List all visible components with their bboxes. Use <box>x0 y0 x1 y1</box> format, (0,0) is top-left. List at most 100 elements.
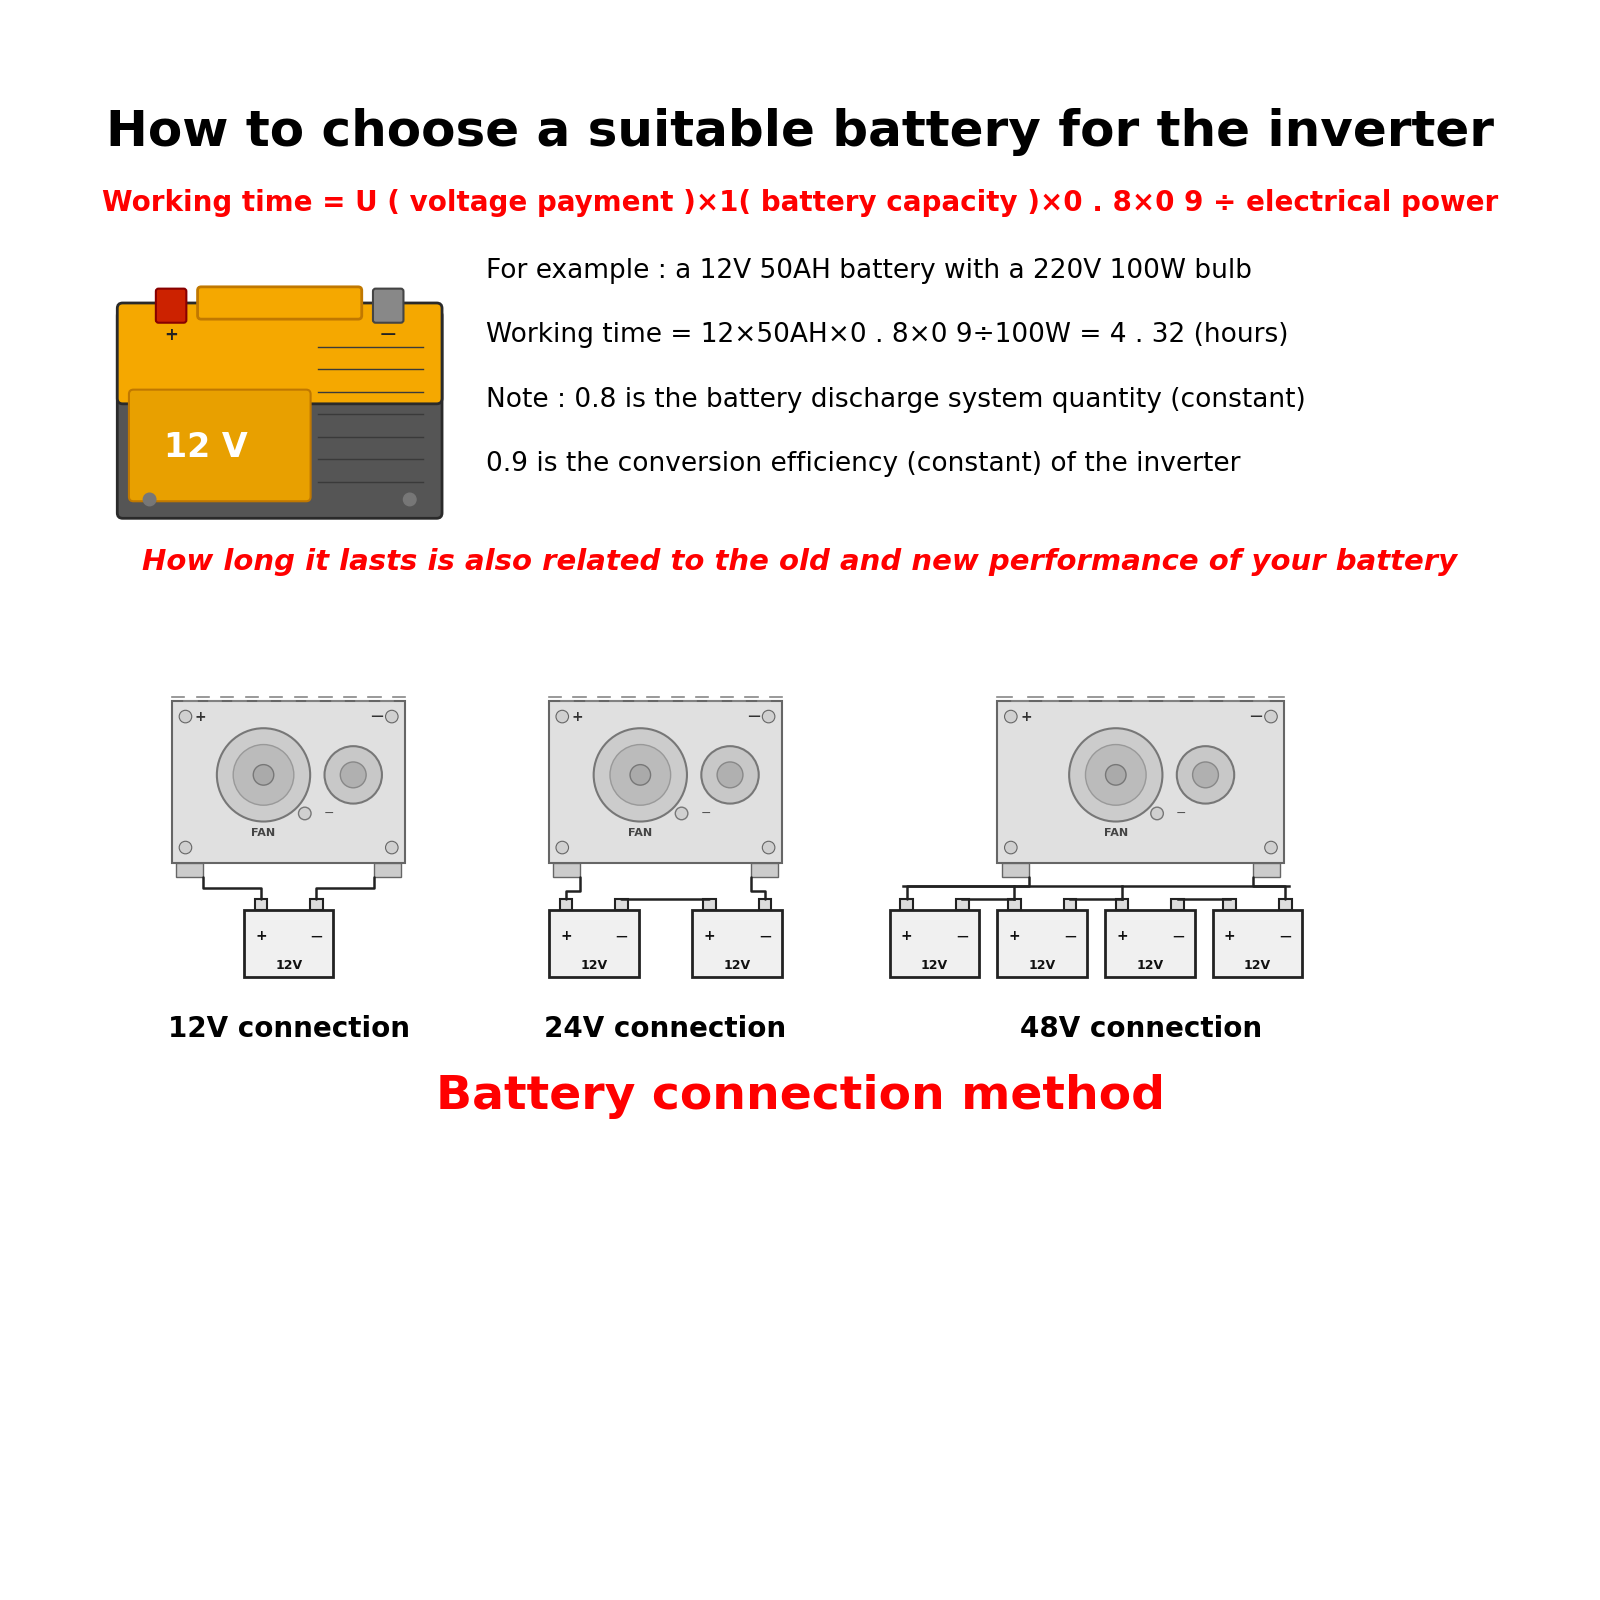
Text: FAN: FAN <box>1104 827 1128 838</box>
Circle shape <box>1069 728 1163 821</box>
Text: For example : a 12V 50AH battery with a 220V 100W bulb: For example : a 12V 50AH battery with a … <box>486 258 1253 283</box>
Circle shape <box>701 746 758 803</box>
Text: +: + <box>704 930 715 944</box>
Text: −: − <box>614 928 629 946</box>
Text: 48V connection: 48V connection <box>1019 1014 1262 1043</box>
Text: 12V: 12V <box>723 958 750 973</box>
Circle shape <box>675 806 688 819</box>
Text: 12V: 12V <box>1243 958 1270 973</box>
Circle shape <box>1192 762 1219 787</box>
Text: −: − <box>1062 928 1077 946</box>
FancyBboxPatch shape <box>554 862 581 877</box>
Circle shape <box>325 746 382 803</box>
Text: +: + <box>254 930 267 944</box>
Text: How long it lasts is also related to the old and new performance of your battery: How long it lasts is also related to the… <box>142 549 1458 576</box>
Text: −: − <box>1248 707 1264 725</box>
Text: 12V: 12V <box>1029 958 1056 973</box>
FancyBboxPatch shape <box>1002 862 1029 877</box>
Text: FAN: FAN <box>251 827 275 838</box>
Text: 12 V: 12 V <box>165 430 248 464</box>
Bar <box>1224 899 1237 910</box>
Bar <box>693 910 782 978</box>
Bar <box>1171 899 1184 910</box>
Text: Note : 0.8 is the battery discharge system quantity (constant): Note : 0.8 is the battery discharge syst… <box>486 387 1306 413</box>
Text: −: − <box>1171 928 1184 946</box>
Bar <box>310 899 323 910</box>
Circle shape <box>1106 765 1126 786</box>
Bar <box>758 899 771 910</box>
Circle shape <box>386 710 398 723</box>
Circle shape <box>218 728 310 821</box>
Text: +: + <box>1117 930 1128 944</box>
Circle shape <box>594 728 686 821</box>
Bar <box>1064 899 1077 910</box>
Circle shape <box>717 762 742 787</box>
Text: 12V: 12V <box>922 958 949 973</box>
Circle shape <box>1085 744 1146 805</box>
Text: −: − <box>1278 928 1293 946</box>
Bar <box>243 910 333 978</box>
FancyBboxPatch shape <box>374 862 400 877</box>
FancyBboxPatch shape <box>155 288 186 323</box>
Circle shape <box>403 493 416 506</box>
Text: −: − <box>1176 806 1187 819</box>
Circle shape <box>234 744 294 805</box>
FancyBboxPatch shape <box>373 288 403 323</box>
Text: +: + <box>195 709 206 723</box>
Circle shape <box>253 765 274 786</box>
Text: +: + <box>560 930 571 944</box>
Text: 12V: 12V <box>581 958 608 973</box>
Text: 0.9 is the conversion efficiency (constant) of the inverter: 0.9 is the conversion efficiency (consta… <box>486 451 1240 477</box>
Text: Working time = 12×50AH×0 . 8×0 9÷100W = 4 . 32 (hours): Working time = 12×50AH×0 . 8×0 9÷100W = … <box>486 322 1288 349</box>
Text: +: + <box>165 326 178 344</box>
Circle shape <box>341 762 366 787</box>
FancyBboxPatch shape <box>176 862 203 877</box>
Bar <box>1278 899 1291 910</box>
Text: −: − <box>746 707 762 725</box>
Text: +: + <box>1224 930 1235 944</box>
Circle shape <box>1005 710 1018 723</box>
Text: 24V connection: 24V connection <box>544 1014 787 1043</box>
Circle shape <box>179 842 192 854</box>
Circle shape <box>299 806 310 819</box>
Text: +: + <box>1021 709 1032 723</box>
FancyBboxPatch shape <box>1253 862 1280 877</box>
Bar <box>254 899 267 910</box>
Bar <box>1213 910 1302 978</box>
Text: +: + <box>1008 930 1021 944</box>
Text: −: − <box>323 806 334 819</box>
Text: How to choose a suitable battery for the inverter: How to choose a suitable battery for the… <box>106 107 1494 155</box>
Circle shape <box>610 744 670 805</box>
Text: +: + <box>571 709 584 723</box>
Circle shape <box>179 710 192 723</box>
Circle shape <box>1176 746 1234 803</box>
Text: 12V connection: 12V connection <box>168 1014 410 1043</box>
FancyBboxPatch shape <box>997 701 1285 862</box>
Text: 12V: 12V <box>275 958 302 973</box>
FancyBboxPatch shape <box>197 286 362 318</box>
Text: −: − <box>379 325 397 346</box>
Text: −: − <box>758 928 771 946</box>
Bar <box>549 910 638 978</box>
FancyBboxPatch shape <box>117 302 442 403</box>
Bar <box>614 899 627 910</box>
Circle shape <box>555 842 568 854</box>
Circle shape <box>1150 806 1163 819</box>
Bar <box>1106 910 1195 978</box>
Circle shape <box>555 710 568 723</box>
Bar <box>901 899 914 910</box>
Text: −: − <box>309 928 323 946</box>
Circle shape <box>1264 710 1277 723</box>
Text: Battery connection method: Battery connection method <box>435 1074 1165 1118</box>
Bar <box>957 899 968 910</box>
Circle shape <box>762 842 774 854</box>
FancyBboxPatch shape <box>750 862 778 877</box>
Text: Working time = U ( voltage payment )×1( battery capacity )×0 . 8×0 9 ÷ electrica: Working time = U ( voltage payment )×1( … <box>102 189 1498 218</box>
Text: +: + <box>901 930 912 944</box>
Circle shape <box>630 765 651 786</box>
Text: −: − <box>370 707 384 725</box>
Circle shape <box>762 710 774 723</box>
Circle shape <box>386 842 398 854</box>
FancyBboxPatch shape <box>173 701 405 862</box>
Circle shape <box>1264 842 1277 854</box>
